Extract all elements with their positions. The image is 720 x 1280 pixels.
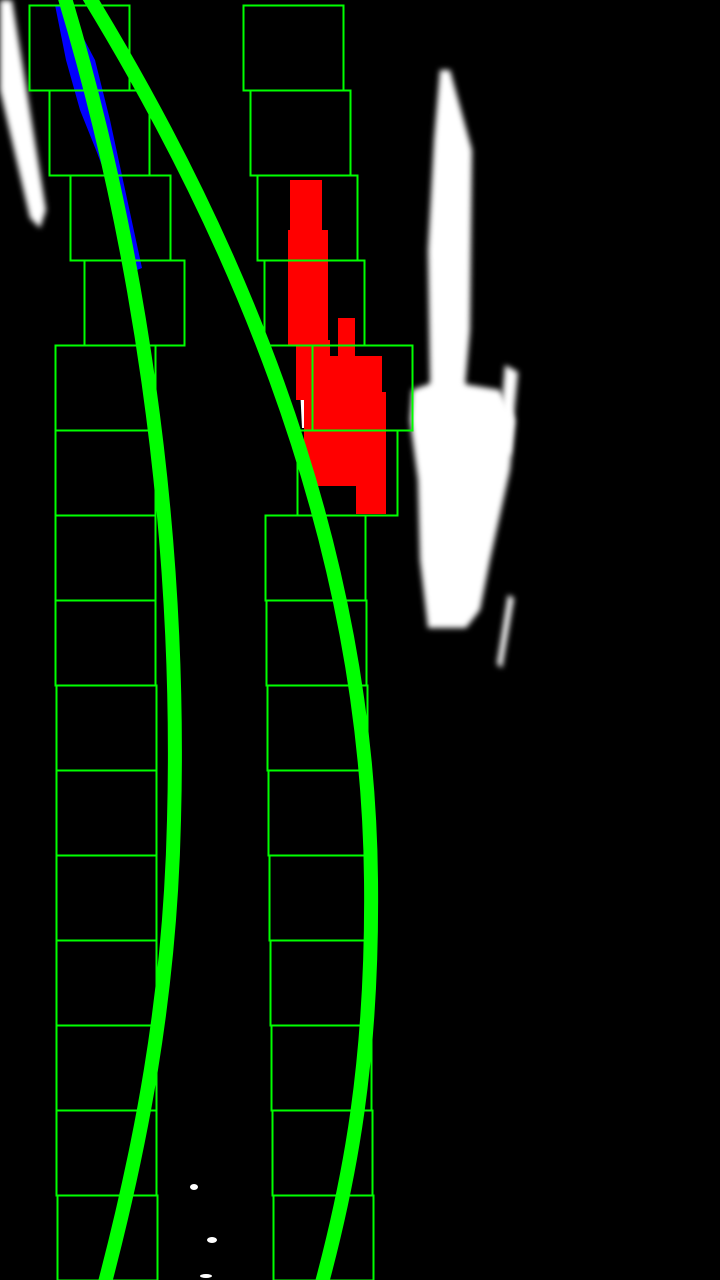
right-lane-pixel-region [288,230,328,346]
binary-blob [497,595,514,668]
binary-blob [428,70,472,440]
left-lane-fit-curve [58,0,182,1280]
right-search-window-10 [267,769,370,857]
fitted-lane-lines [58,0,379,1280]
binary-speck [207,1237,217,1243]
right-search-window-12 [269,939,372,1027]
right-lane-fit-curve [82,0,379,1280]
binary-blob [0,0,46,228]
right-lane-pixel-region [338,318,355,358]
right-search-window-15 [272,1194,375,1280]
right-search-window-2 [249,89,352,177]
binary-speck [200,1274,212,1278]
left-search-window-15 [56,1194,159,1280]
sliding-windows [28,4,414,1280]
binary-blob [410,380,515,628]
raw-binary-pixels [0,0,518,1278]
left-search-window-8 [54,599,157,687]
left-search-window-10 [55,769,158,857]
right-lane-pixel-region [290,180,322,232]
binary-blob [498,365,518,455]
binary-speck [190,1184,198,1190]
left-search-window-12 [55,939,158,1027]
right-search-window-1 [242,4,345,92]
right-lane-pixel-region [304,392,386,486]
right-search-window-11 [268,854,371,942]
left-search-window-7 [54,514,157,602]
right-lane-pixel-region [318,356,382,396]
left-search-window-9 [55,684,158,772]
right-lane-pixel-region [356,484,386,514]
left-search-window-6 [54,429,157,517]
left-search-window-11 [55,854,158,942]
